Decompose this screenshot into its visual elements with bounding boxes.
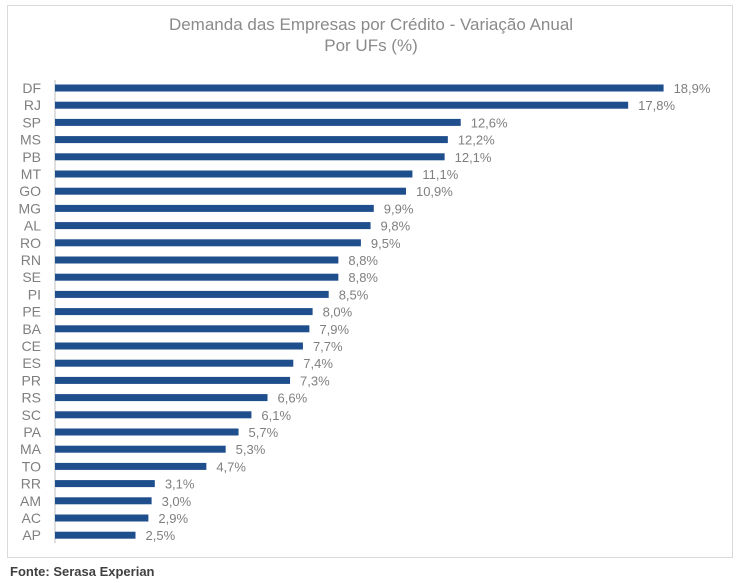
bar xyxy=(55,153,445,161)
y-tick-label: MA xyxy=(20,441,42,457)
data-label: 12,2% xyxy=(458,133,495,148)
data-label: 4,7% xyxy=(216,459,246,474)
data-label: 8,8% xyxy=(348,270,378,285)
y-tick-label: CE xyxy=(22,338,41,354)
data-label: 11,1% xyxy=(422,167,458,182)
bar xyxy=(55,308,313,316)
bar xyxy=(55,462,207,470)
bar xyxy=(55,187,406,195)
bar xyxy=(55,428,239,436)
bar xyxy=(55,376,291,384)
y-tick-label: AC xyxy=(22,510,41,526)
data-label: 5,7% xyxy=(249,425,279,440)
y-tick-label: BA xyxy=(22,321,41,337)
bar xyxy=(55,325,310,333)
bar xyxy=(55,118,461,126)
bar xyxy=(55,514,149,522)
bar xyxy=(55,101,629,109)
data-label: 7,4% xyxy=(303,356,333,371)
y-tick-label: PE xyxy=(22,304,41,320)
y-tick-label: AP xyxy=(22,527,41,543)
data-label: 8,8% xyxy=(348,253,378,268)
data-label: 12,1% xyxy=(455,150,492,165)
bar xyxy=(55,359,294,367)
y-tick-label: RR xyxy=(21,476,41,492)
y-tick-label: RS xyxy=(22,390,41,406)
bar xyxy=(55,170,413,178)
bar xyxy=(55,411,252,419)
y-tick-label: MS xyxy=(20,132,41,148)
y-tick-label: PA xyxy=(23,424,41,440)
data-label: 8,0% xyxy=(323,305,353,320)
data-label: 18,9% xyxy=(674,81,711,96)
bar xyxy=(55,273,339,281)
y-tick-label: DF xyxy=(22,80,41,96)
bar xyxy=(55,497,152,505)
bar xyxy=(55,136,448,144)
chart-title: Demanda das Empresas por Crédito - Varia… xyxy=(168,15,574,34)
bar xyxy=(55,239,361,247)
data-label: 2,5% xyxy=(146,528,176,543)
y-tick-label: RJ xyxy=(24,97,41,113)
source-note: Fonte: Serasa Experian xyxy=(10,564,155,579)
bar xyxy=(55,84,664,92)
data-label: 10,9% xyxy=(416,184,453,199)
y-tick-label: RO xyxy=(20,235,41,251)
data-label: 7,7% xyxy=(313,339,343,354)
data-label: 17,8% xyxy=(638,98,675,113)
bar xyxy=(55,222,371,230)
data-label: 6,1% xyxy=(261,408,291,423)
data-label: 6,6% xyxy=(278,391,308,406)
y-tick-label: AL xyxy=(24,218,41,234)
y-tick-label: SP xyxy=(22,114,41,130)
y-tick-label: RN xyxy=(21,252,41,268)
y-tick-label: MT xyxy=(21,166,42,182)
data-label: 3,0% xyxy=(162,494,192,509)
data-label: 9,8% xyxy=(381,219,411,234)
data-label: 12,6% xyxy=(471,115,508,130)
data-label: 9,5% xyxy=(371,236,401,251)
bar xyxy=(55,256,339,264)
y-tick-label: SE xyxy=(22,269,41,285)
y-tick-label: ES xyxy=(22,355,41,371)
data-label: 9,9% xyxy=(384,201,414,216)
data-label: 5,3% xyxy=(236,442,266,457)
bar xyxy=(55,480,155,488)
chart-subtitle: Por UFs (%) xyxy=(324,36,418,55)
y-tick-label: SC xyxy=(22,407,41,423)
data-label: 2,9% xyxy=(158,511,188,526)
y-tick-label: PR xyxy=(22,372,41,388)
data-label: 8,5% xyxy=(339,287,369,302)
bar xyxy=(55,342,303,350)
bar xyxy=(55,445,226,453)
y-tick-label: GO xyxy=(19,183,41,199)
data-label: 3,1% xyxy=(165,477,195,492)
bar xyxy=(55,204,374,212)
y-tick-label: PB xyxy=(22,149,41,165)
y-tick-label: PI xyxy=(28,286,41,302)
bar xyxy=(55,290,329,298)
data-label: 7,3% xyxy=(300,373,330,388)
bar xyxy=(55,394,268,402)
y-tick-label: TO xyxy=(22,458,41,474)
y-tick-label: AM xyxy=(20,493,41,509)
data-label: 7,9% xyxy=(319,322,349,337)
y-tick-label: MG xyxy=(18,200,41,216)
chart-title-block: Demanda das Empresas por Crédito - Varia… xyxy=(0,14,742,56)
bar xyxy=(55,531,136,539)
